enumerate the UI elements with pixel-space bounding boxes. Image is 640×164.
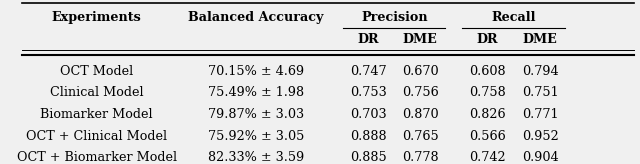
Text: 0.888: 0.888	[350, 130, 387, 143]
Text: 70.15% ± 4.69: 70.15% ± 4.69	[208, 65, 304, 78]
Text: 0.870: 0.870	[402, 108, 438, 121]
Text: Biomarker Model: Biomarker Model	[40, 108, 153, 121]
Text: 82.33% ± 3.59: 82.33% ± 3.59	[208, 151, 304, 164]
Text: 0.758: 0.758	[468, 86, 506, 99]
Text: 0.778: 0.778	[402, 151, 438, 164]
Text: 0.566: 0.566	[468, 130, 506, 143]
Text: Experiments: Experiments	[52, 11, 141, 24]
Text: Recall: Recall	[492, 11, 536, 24]
Text: 0.794: 0.794	[522, 65, 559, 78]
Text: DME: DME	[523, 33, 557, 46]
Text: 75.49% ± 1.98: 75.49% ± 1.98	[208, 86, 304, 99]
Text: DR: DR	[358, 33, 379, 46]
Text: Clinical Model: Clinical Model	[50, 86, 143, 99]
Text: 0.670: 0.670	[402, 65, 438, 78]
Text: 0.608: 0.608	[468, 65, 506, 78]
Text: DME: DME	[403, 33, 438, 46]
Text: 75.92% ± 3.05: 75.92% ± 3.05	[208, 130, 304, 143]
Text: 0.742: 0.742	[468, 151, 506, 164]
Text: OCT Model: OCT Model	[60, 65, 133, 78]
Text: 79.87% ± 3.03: 79.87% ± 3.03	[208, 108, 304, 121]
Text: Balanced Accuracy: Balanced Accuracy	[188, 11, 324, 24]
Text: 0.952: 0.952	[522, 130, 559, 143]
Text: DR: DR	[476, 33, 498, 46]
Text: 0.747: 0.747	[350, 65, 387, 78]
Text: OCT + Clinical Model: OCT + Clinical Model	[26, 130, 167, 143]
Text: 0.885: 0.885	[350, 151, 387, 164]
Text: 0.751: 0.751	[522, 86, 559, 99]
Text: 0.756: 0.756	[402, 86, 438, 99]
Text: Precision: Precision	[361, 11, 428, 24]
Text: 0.826: 0.826	[468, 108, 506, 121]
Text: 0.765: 0.765	[402, 130, 438, 143]
Text: 0.753: 0.753	[350, 86, 387, 99]
Text: 0.771: 0.771	[522, 108, 558, 121]
Text: 0.904: 0.904	[522, 151, 559, 164]
Text: OCT + Biomarker Model: OCT + Biomarker Model	[17, 151, 177, 164]
Text: 0.703: 0.703	[350, 108, 387, 121]
